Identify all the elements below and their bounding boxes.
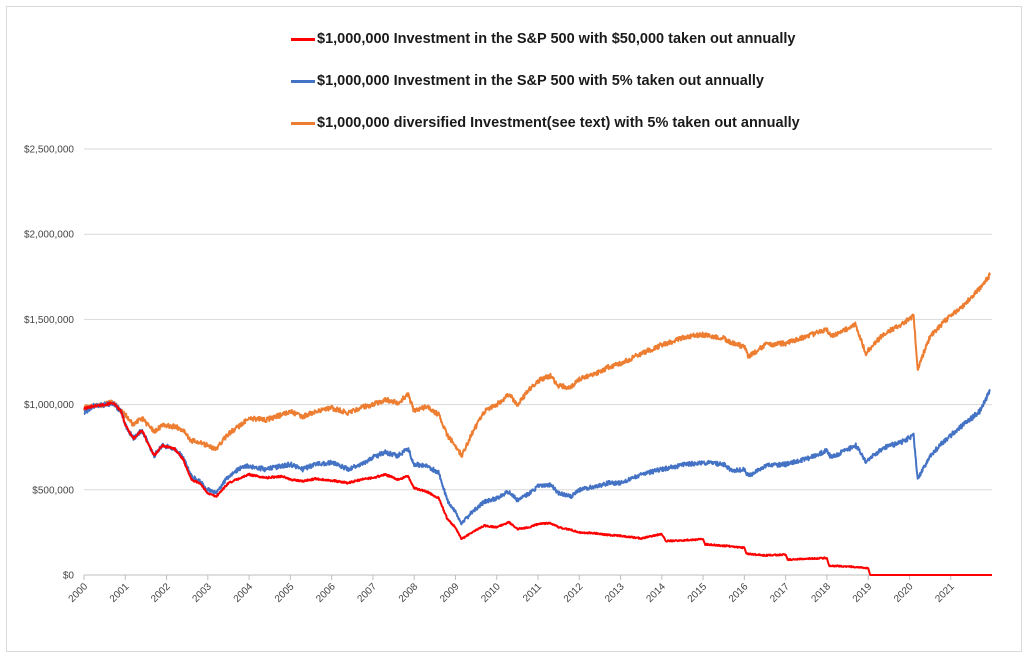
- legend-label-series-1: $1,000,000 Investment in the S&P 500 wit…: [317, 31, 796, 47]
- legend-item-blue: $1,000,000 Investment in the S&P 500 wit…: [291, 71, 800, 91]
- x-tick-label: 2003: [190, 581, 214, 605]
- y-tick-label: $2,000,000: [24, 230, 74, 241]
- y-tick-label: $500,000: [32, 485, 74, 496]
- x-tick-label: 2008: [397, 581, 421, 605]
- series-line-2: [83, 389, 991, 526]
- x-tick-label: 2016: [727, 581, 751, 605]
- legend-swatch-red: [291, 37, 315, 41]
- x-tick-label: 2017: [768, 581, 792, 605]
- x-tick-label: 2000: [67, 581, 91, 605]
- chart-frame: $0 $500,000 $1,000,000 $1,500,000 $2,000,000…: [6, 6, 1022, 652]
- x-tick-label: 2005: [273, 581, 297, 605]
- x-tick-label: 2013: [603, 581, 627, 605]
- series-line-3: [83, 272, 991, 458]
- x-tick-label: 2018: [810, 581, 834, 605]
- legend-swatch-blue: [291, 79, 315, 83]
- x-tick-label: 2020: [892, 581, 916, 605]
- x-tick-label: 2021: [933, 581, 957, 605]
- x-tick-label: 2015: [686, 581, 710, 605]
- legend-item-orange: $1,000,000 diversified Investment(see te…: [291, 113, 800, 133]
- x-axis: 2000 2001 2002 2003 2004 2005 2006 2007 2008 2009…: [67, 574, 992, 605]
- legend-swatch-orange: [291, 121, 315, 125]
- legend-label-series-2: $1,000,000 Investment in the S&P 500 wit…: [317, 73, 764, 89]
- legend: $1,000,000 Investment in the S&P 500 wit…: [291, 29, 800, 155]
- y-axis-ticks: $0 $500,000 $1,000,000 $1,500,000 $2,000,000…: [24, 145, 74, 582]
- x-tick-label: 2012: [562, 581, 586, 605]
- series-lines: [83, 272, 993, 576]
- x-tick-label: 2006: [314, 581, 338, 605]
- x-tick-label: 2004: [232, 581, 256, 605]
- legend-label-series-3: $1,000,000 diversified Investment(see te…: [317, 115, 800, 131]
- x-tick-label: 2007: [356, 581, 380, 605]
- gridlines: [84, 148, 992, 491]
- x-tick-label: 2002: [149, 581, 173, 605]
- x-tick-label: 2014: [644, 581, 668, 605]
- y-tick-label: $1,500,000: [24, 315, 74, 326]
- series-line-1: [83, 401, 993, 576]
- x-tick-label: 2011: [521, 581, 544, 604]
- y-tick-label: $0: [63, 571, 75, 582]
- y-tick-label: $2,500,000: [24, 145, 74, 156]
- x-tick-label: 2009: [438, 581, 462, 605]
- x-tick-label: 2019: [851, 581, 875, 605]
- x-tick-label: 2001: [108, 581, 132, 605]
- y-tick-label: $1,000,000: [24, 400, 74, 411]
- line-chart: $0 $500,000 $1,000,000 $1,500,000 $2,000,000…: [24, 145, 993, 605]
- legend-item-red: $1,000,000 Investment in the S&P 500 wit…: [291, 29, 800, 49]
- x-tick-label: 2010: [479, 581, 503, 605]
